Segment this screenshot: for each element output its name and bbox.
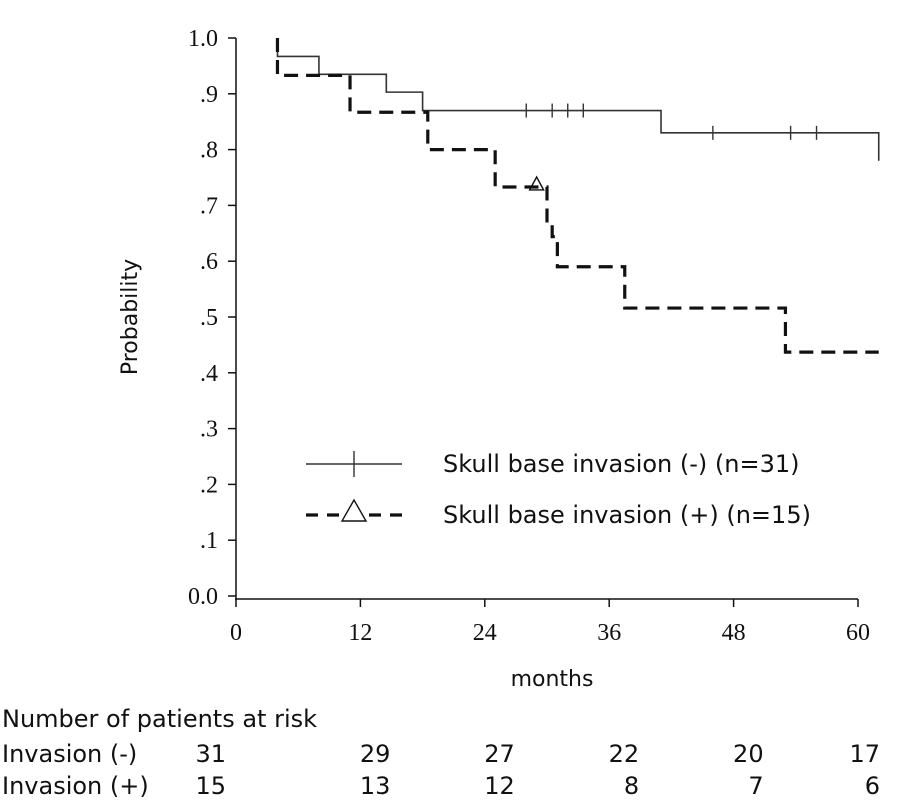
series-layer xyxy=(275,38,880,354)
risk-cell: 22 xyxy=(608,740,640,768)
y-tick-label: .9 xyxy=(200,82,218,108)
risk-cell: 13 xyxy=(359,772,391,800)
risk-cell: 7 xyxy=(748,772,764,800)
risk-cell: 15 xyxy=(195,772,226,800)
x-tick-label: 60 xyxy=(846,620,870,646)
risk-cell: 17 xyxy=(849,740,880,768)
risk-cell: 29 xyxy=(359,740,391,768)
legend: Skull base invasion (-) (n=31) Skull base… xyxy=(306,450,811,529)
x-tick-label: 36 xyxy=(597,620,621,646)
x-tick-label: 24 xyxy=(473,620,497,646)
series-line-2 xyxy=(275,38,879,354)
y-tick-label: .8 xyxy=(200,138,218,164)
risk-cell: 8 xyxy=(623,772,640,800)
x-axis-label: months xyxy=(511,667,594,692)
y-axis-label: Probability xyxy=(118,259,143,375)
y-tick-label: .4 xyxy=(200,361,218,387)
risk-row-label: Invasion (+) xyxy=(2,772,149,800)
y-tick-label: .5 xyxy=(200,305,218,331)
legend-label-1: Skull base invasion (-) (n=31) xyxy=(443,450,800,478)
y-tick-label: .2 xyxy=(200,472,218,498)
y-tick-label: 1.0 xyxy=(188,26,218,52)
risk-row-label: Invasion (-) xyxy=(2,740,138,768)
censor-mark xyxy=(528,175,545,191)
y-tick-label: 0.0 xyxy=(188,584,218,610)
risk-cell: 27 xyxy=(484,740,515,768)
risk-cell: 31 xyxy=(195,740,226,768)
y-tick-label: .6 xyxy=(200,249,218,275)
legend-triangle-icon xyxy=(340,498,368,522)
x-tick-label: 0 xyxy=(230,620,242,646)
x-tick-label: 12 xyxy=(348,620,372,646)
legend-label-2: Skull base invasion (+) (n=15) xyxy=(443,501,811,529)
y-tick-label: .1 xyxy=(200,528,218,554)
risk-cell: 6 xyxy=(864,772,880,800)
risk-cell: 12 xyxy=(484,772,515,800)
risk-table-title: Number of patients at risk xyxy=(2,705,318,733)
axes: 0.0 .1 .2 .3 .4 .5 .6 .7 .8 .9 1.0 0 12 24 36 48 60 month… xyxy=(118,26,870,692)
y-tick-label: .3 xyxy=(200,417,218,443)
x-tick-label: 48 xyxy=(722,620,746,646)
series-line-1 xyxy=(276,38,880,161)
risk-cell: 20 xyxy=(733,740,764,768)
y-tick-label: .7 xyxy=(200,193,218,219)
